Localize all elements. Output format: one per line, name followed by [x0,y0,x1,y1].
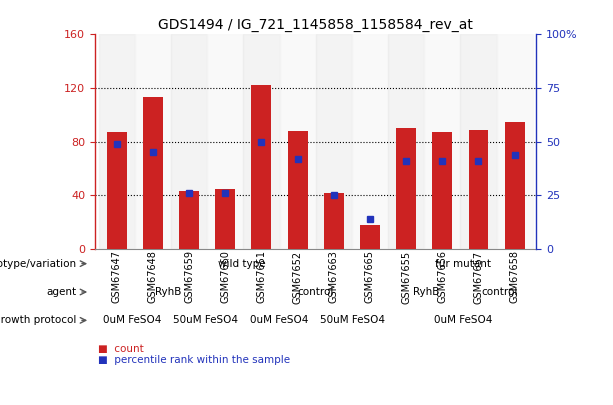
Bar [324,193,344,249]
Bar [504,122,525,249]
Text: fur mutant: fur mutant [435,259,491,269]
Text: wild type: wild type [218,259,266,269]
Bar [468,130,489,249]
Bar [460,34,497,249]
Bar [497,34,533,249]
Text: 0uM FeSO4: 0uM FeSO4 [249,315,308,325]
Bar [135,34,171,249]
Bar [243,34,280,249]
Text: RyhB: RyhB [413,287,440,297]
Text: agent: agent [47,287,77,297]
Bar [251,85,272,249]
Text: ■  percentile rank within the sample: ■ percentile rank within the sample [98,356,290,365]
Text: 0uM FeSO4: 0uM FeSO4 [102,315,161,325]
Bar [396,128,416,249]
Bar [432,132,452,249]
Bar [388,34,424,249]
Bar [352,34,388,249]
Text: growth protocol: growth protocol [0,315,77,325]
Bar [143,98,163,249]
Text: 50uM FeSO4: 50uM FeSO4 [320,315,385,325]
Bar [179,192,199,249]
Bar [424,34,460,249]
Bar [287,131,308,249]
Bar [107,132,127,249]
Text: genotype/variation: genotype/variation [0,259,77,269]
Bar [215,189,235,249]
Bar [207,34,243,249]
Text: RyhB: RyhB [155,287,182,297]
Text: control: control [481,287,518,297]
Bar [280,34,316,249]
Bar [171,34,207,249]
Title: GDS1494 / IG_721_1145858_1158584_rev_at: GDS1494 / IG_721_1145858_1158584_rev_at [158,18,473,32]
Text: 50uM FeSO4: 50uM FeSO4 [173,315,238,325]
Bar [99,34,135,249]
Text: control: control [297,287,334,297]
Text: ■  count: ■ count [98,344,144,354]
Bar [360,225,380,249]
Text: 0uM FeSO4: 0uM FeSO4 [433,315,492,325]
Bar [316,34,352,249]
